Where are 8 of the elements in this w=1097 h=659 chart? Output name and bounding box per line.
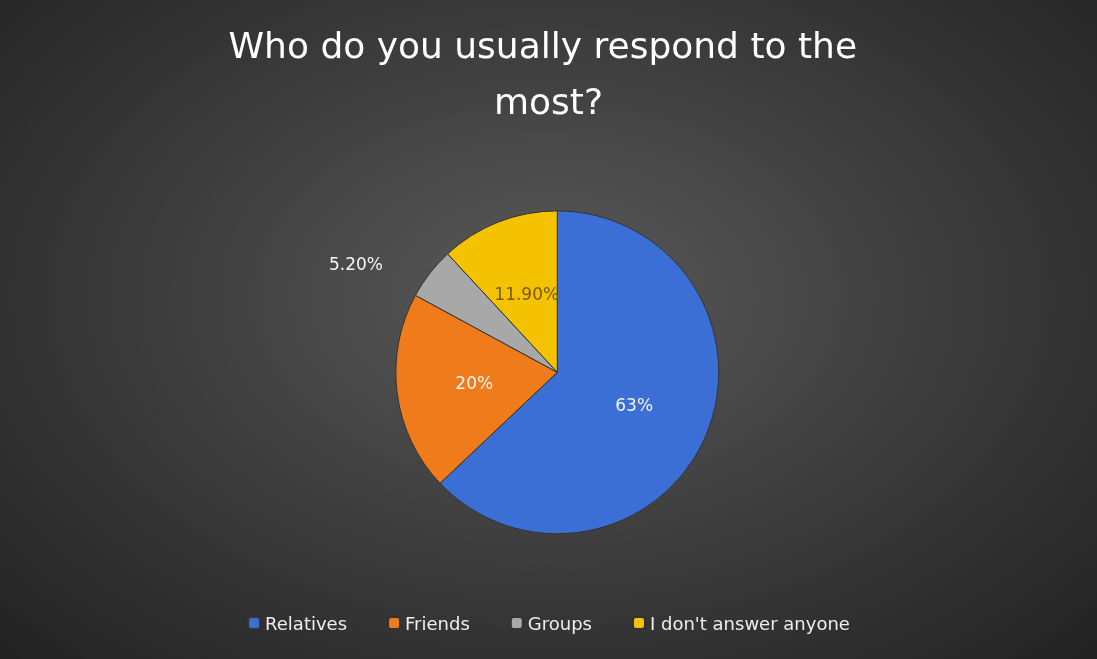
chart-title: Who do you usually respond to the most? [228, 24, 869, 122]
legend-label: Friends [405, 612, 470, 634]
legend-label: I don't answer anyone [649, 612, 850, 634]
legend-label: Groups [527, 612, 592, 634]
data-label: 5.20% [328, 254, 383, 275]
data-label: 20% [455, 373, 494, 394]
legend-label: Relatives [265, 612, 348, 634]
data-label: 63% [615, 395, 654, 416]
